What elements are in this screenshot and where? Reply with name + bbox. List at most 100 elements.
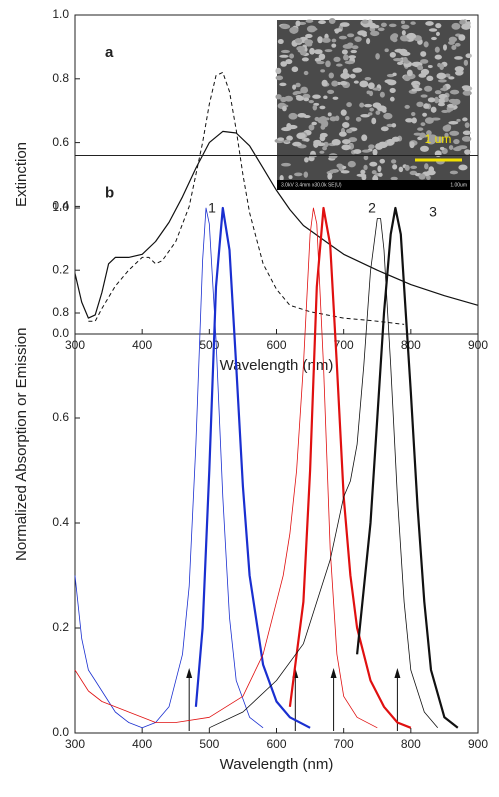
particle [435, 23, 442, 29]
particle [372, 102, 382, 109]
particle [303, 137, 309, 142]
y-tick-label: 0.0 [52, 725, 69, 739]
particle [444, 132, 449, 138]
peak-label: 2 [368, 200, 376, 216]
y-tick-label: 1.0 [52, 7, 69, 21]
particle [341, 49, 348, 55]
particle [348, 137, 358, 143]
particle [289, 26, 299, 34]
y-tick-label: 0.2 [52, 620, 69, 634]
particle [320, 69, 326, 73]
particle [434, 46, 440, 53]
particle [456, 118, 461, 122]
particle [355, 116, 362, 122]
plot-frame [74, 155, 479, 734]
particle [435, 31, 440, 36]
particle [451, 22, 461, 30]
series-line [74, 130, 479, 319]
particle [323, 95, 328, 100]
particle [437, 79, 447, 83]
particle [410, 165, 418, 170]
particle [364, 103, 373, 108]
particle [461, 85, 471, 90]
x-tick-label: 800 [401, 737, 421, 751]
particle [449, 170, 459, 175]
particle [339, 22, 350, 27]
particle [423, 103, 430, 109]
particle [427, 97, 436, 103]
particle [292, 141, 302, 147]
peak-label: 1 [208, 200, 216, 216]
particle [331, 38, 337, 43]
particle [422, 112, 427, 117]
particle [342, 43, 353, 49]
particle [420, 51, 427, 57]
particle [302, 93, 311, 99]
particle [439, 63, 445, 71]
particle [436, 72, 447, 80]
particle [437, 102, 445, 107]
particle [359, 102, 365, 108]
particle [430, 106, 437, 113]
particle [454, 42, 461, 47]
particle [333, 56, 341, 62]
particle [295, 37, 302, 44]
particle [360, 114, 370, 118]
y-tick-label: 0.8 [52, 305, 69, 319]
particle [362, 33, 368, 37]
particle [284, 139, 290, 143]
particle [462, 117, 468, 122]
particle [370, 30, 380, 37]
particle [444, 96, 449, 102]
x-tick-label: 400 [132, 737, 152, 751]
particle [389, 52, 396, 58]
particle [305, 42, 312, 47]
particle [428, 28, 438, 32]
particle [448, 76, 455, 80]
particle [318, 20, 326, 25]
particle [400, 20, 406, 25]
particle [324, 49, 333, 53]
particle [448, 120, 459, 125]
particle [463, 59, 469, 66]
particle [392, 164, 398, 170]
particle [458, 164, 468, 171]
particle [291, 66, 299, 73]
particle [369, 107, 375, 112]
particle [361, 149, 371, 153]
particle [452, 99, 457, 106]
particle [389, 96, 395, 102]
arrow-head [330, 668, 337, 678]
particle [439, 146, 445, 150]
particle [280, 49, 290, 54]
particle [331, 139, 341, 146]
particle [410, 21, 416, 25]
particles [274, 18, 473, 182]
particle [431, 36, 437, 41]
particle [417, 127, 424, 131]
particle [400, 51, 411, 57]
series-line [288, 206, 412, 729]
particle [378, 172, 383, 177]
x-tick-label: 800 [401, 338, 421, 352]
particle [345, 115, 350, 121]
sem-caption-right: 1.00um [450, 182, 467, 188]
particle [453, 139, 460, 145]
particle [338, 35, 347, 40]
particle [313, 141, 319, 148]
particle [292, 84, 297, 90]
x-tick-label: 300 [65, 737, 85, 751]
particle [417, 65, 424, 71]
particle [322, 146, 327, 151]
particle [299, 49, 307, 56]
particle [364, 76, 372, 81]
particle [346, 128, 353, 134]
particle [338, 131, 347, 137]
series-line [74, 207, 378, 729]
particle [317, 36, 323, 44]
particle [321, 79, 328, 87]
particle [380, 22, 387, 28]
particle [368, 144, 375, 150]
y-tick-label: 0.6 [52, 410, 69, 424]
particle [354, 36, 362, 42]
